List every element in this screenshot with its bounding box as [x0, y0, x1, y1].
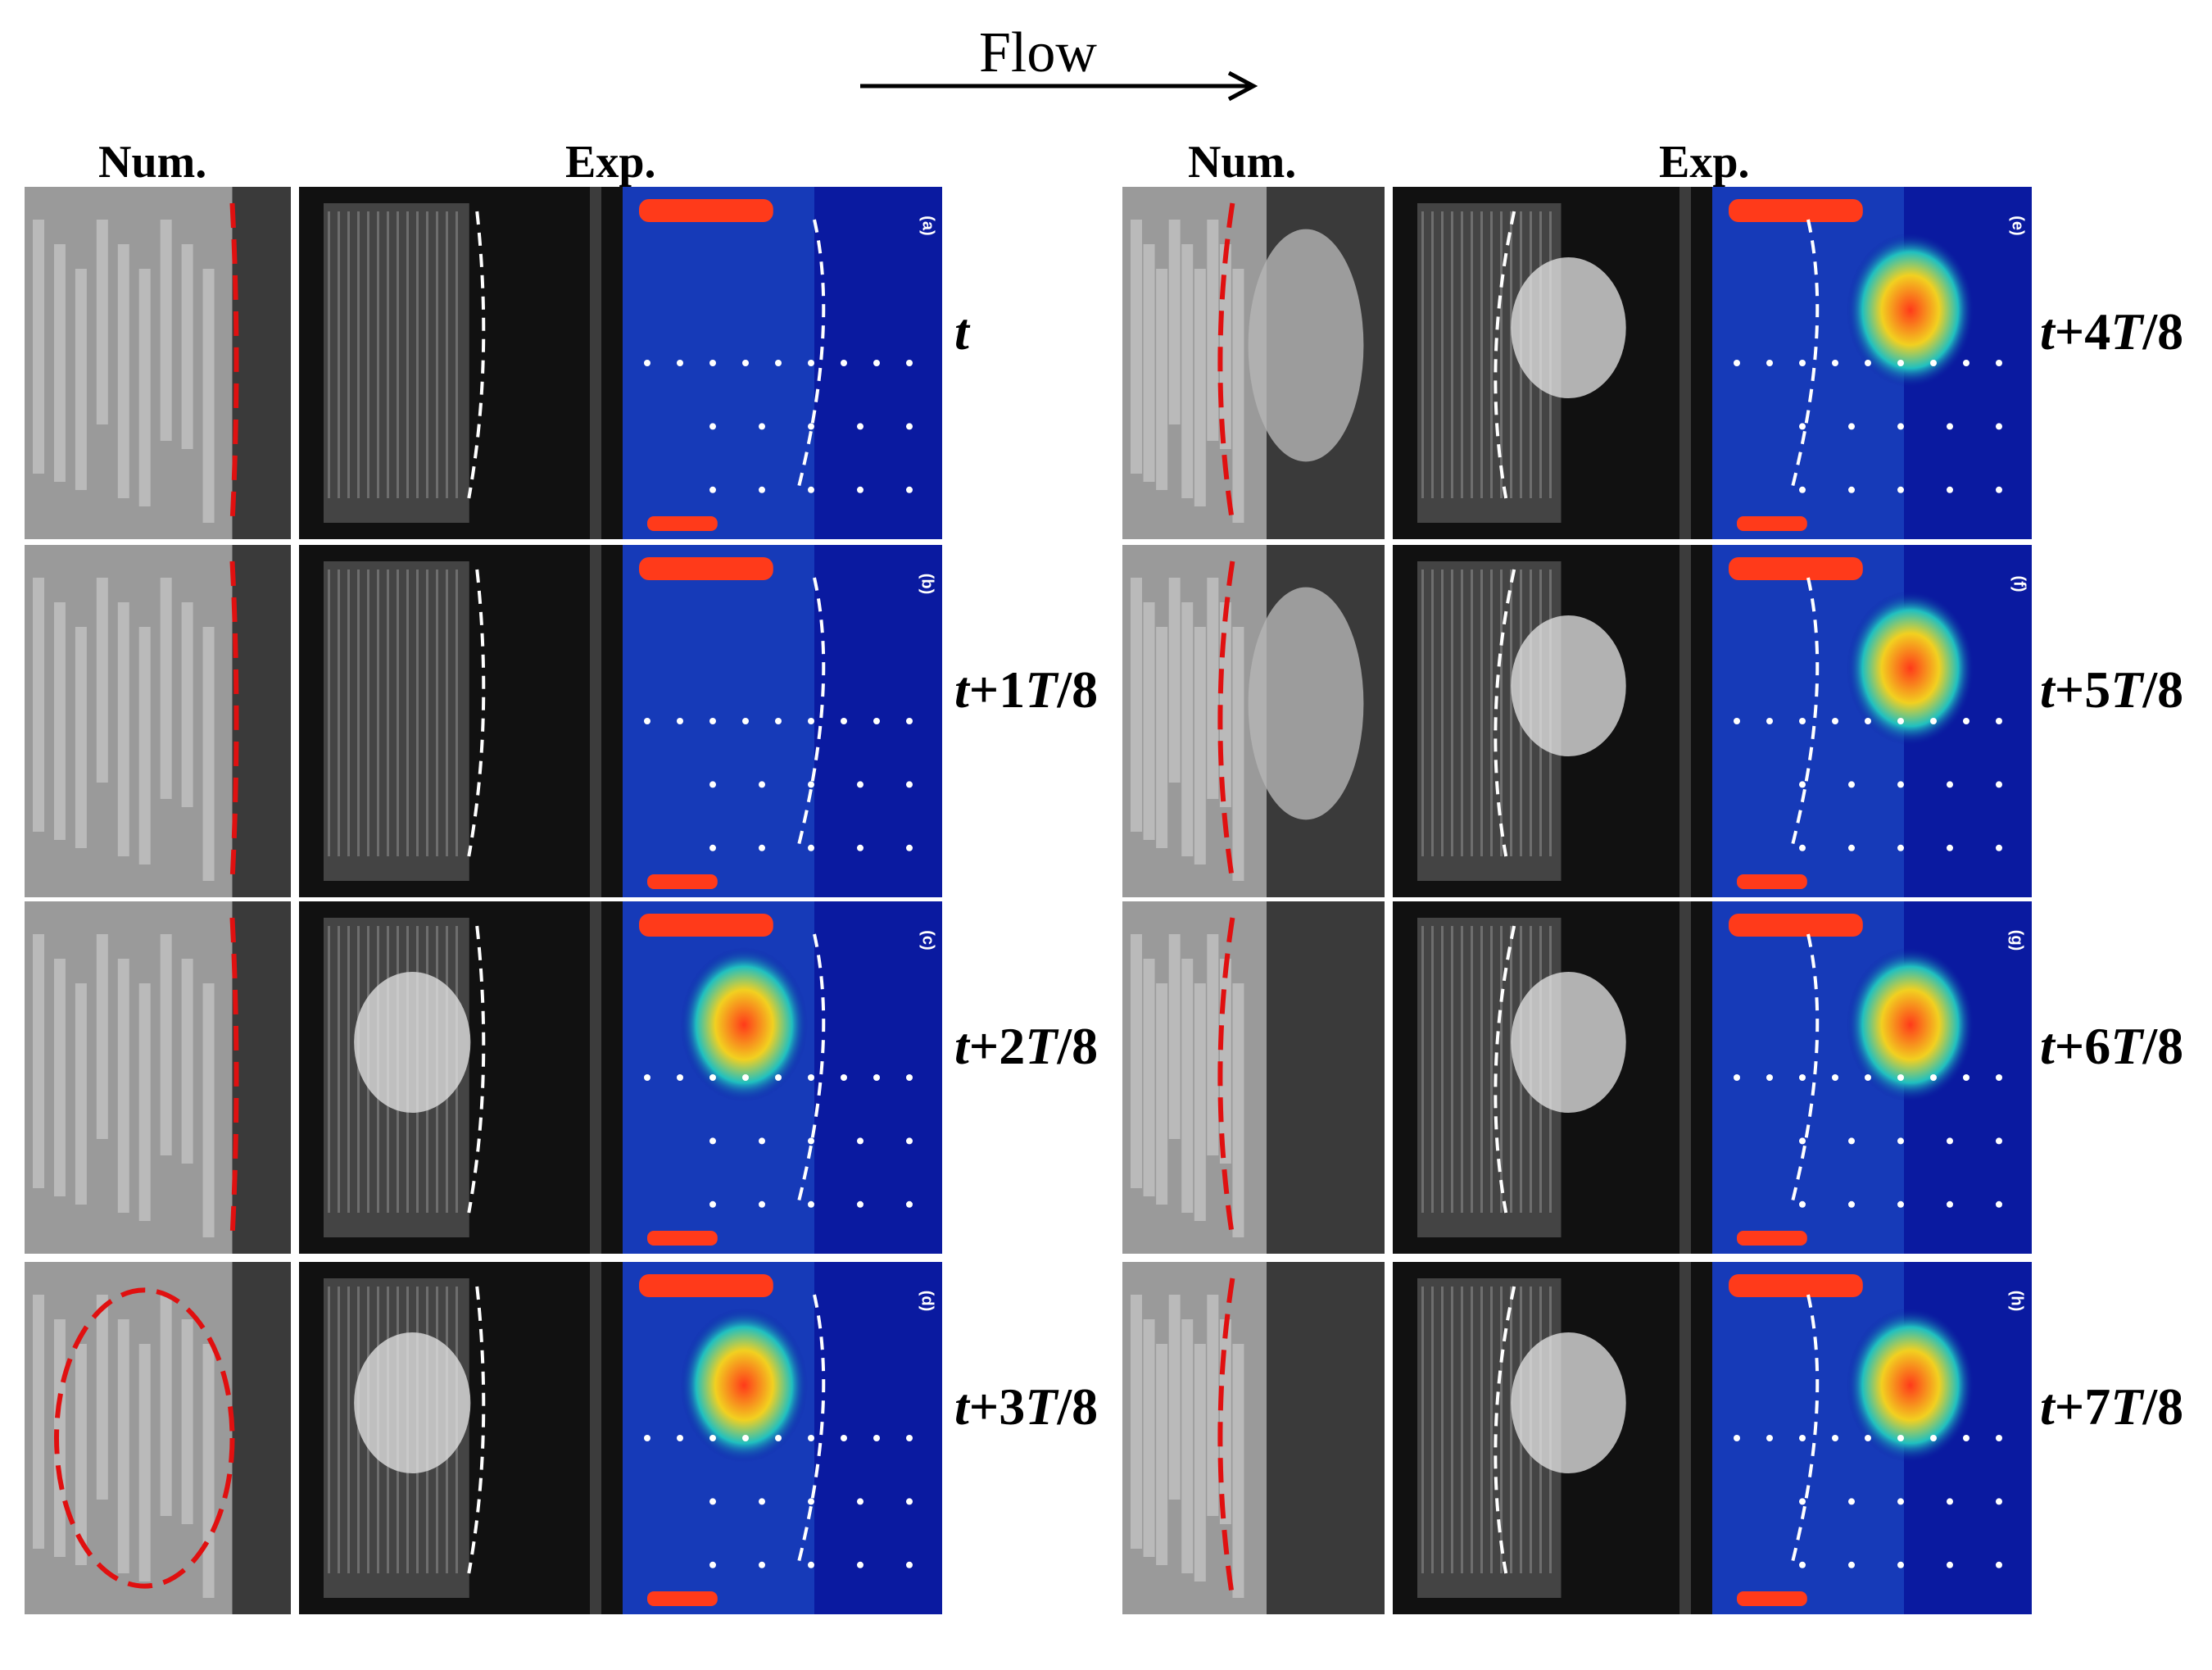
panel-label: (g): [2007, 929, 2026, 951]
experiment-photo-panel: [1393, 901, 1712, 1254]
time-suffix: /8: [2142, 1377, 2184, 1436]
time-prefix: t+1: [954, 660, 1026, 719]
heatmap-panel: (b): [623, 545, 942, 897]
time-period-symbol: T: [2110, 660, 2143, 719]
experiment-photo-panel: [299, 545, 623, 897]
numerical-panel: [1122, 187, 1385, 539]
time-prefix: t+4: [2040, 302, 2111, 361]
time-label: t+2T/8: [954, 1020, 1098, 1073]
time-suffix: /8: [1057, 1377, 1099, 1436]
time-label: t+1T/8: [954, 664, 1098, 716]
time-period-symbol: T: [2110, 1017, 2143, 1075]
time-period-symbol: T: [1025, 660, 1058, 719]
panel-label: (d): [918, 1290, 936, 1312]
numerical-panel: [25, 1262, 291, 1614]
heatmap-panel: (h): [1712, 1262, 2032, 1614]
time-prefix: t: [954, 302, 969, 361]
time-prefix: t+7: [2040, 1377, 2111, 1436]
panel-label: (c): [918, 930, 937, 951]
experiment-photo-panel: [299, 187, 623, 539]
time-label: t+5T/8: [2040, 664, 2183, 716]
time-suffix: /8: [1057, 1017, 1099, 1075]
experiment-photo-panel: [299, 1262, 623, 1614]
time-label: t+6T/8: [2040, 1020, 2183, 1073]
time-prefix: t+2: [954, 1017, 1026, 1075]
experiment-photo-panel: [1393, 545, 1712, 897]
panel-label: (h): [2007, 1290, 2026, 1312]
experiment-photo-panel: [1393, 1262, 1712, 1614]
flow-label: Flow: [979, 21, 1097, 84]
right-num-header: Num.: [1188, 137, 1297, 188]
time-suffix: /8: [2142, 1017, 2184, 1075]
left-exp-header: Exp.: [565, 137, 656, 188]
numerical-panel: [25, 545, 291, 897]
time-suffix: /8: [2142, 302, 2184, 361]
numerical-panel: [25, 187, 291, 539]
time-period-symbol: T: [2110, 1377, 2143, 1436]
numerical-panel: [1122, 901, 1385, 1254]
heatmap-panel: (g): [1712, 901, 2032, 1254]
heatmap-panel: (a): [623, 187, 942, 539]
numerical-panel: [1122, 545, 1385, 897]
time-period-symbol: T: [1025, 1017, 1058, 1075]
left-num-header: Num.: [98, 137, 207, 188]
heatmap-panel: (d): [623, 1262, 942, 1614]
heatmap-panel: (c): [623, 901, 942, 1254]
numerical-panel: [25, 901, 291, 1254]
panel-label: (b): [918, 573, 936, 595]
time-suffix: /8: [2142, 660, 2184, 719]
time-label: t+7T/8: [2040, 1381, 2183, 1433]
flow-arrow-icon: [860, 70, 1258, 102]
panel-label: (f): [2010, 575, 2028, 592]
time-label: t+4T/8: [2040, 306, 2183, 358]
time-period-symbol: T: [1025, 1377, 1058, 1436]
time-prefix: t+5: [2040, 660, 2111, 719]
experiment-photo-panel: [1393, 187, 1712, 539]
time-prefix: t+3: [954, 1377, 1026, 1436]
time-prefix: t+6: [2040, 1017, 2111, 1075]
experiment-photo-panel: [299, 901, 623, 1254]
right-exp-header: Exp.: [1659, 137, 1750, 188]
panel-label: (e): [2008, 216, 2027, 236]
numerical-panel: [1122, 1262, 1385, 1614]
time-label: t: [954, 306, 969, 358]
panel-label: (a): [918, 216, 937, 236]
time-suffix: /8: [1057, 660, 1099, 719]
time-period-symbol: T: [2110, 302, 2143, 361]
heatmap-panel: (f): [1712, 545, 2032, 897]
time-label: t+3T/8: [954, 1381, 1098, 1433]
heatmap-panel: (e): [1712, 187, 2032, 539]
